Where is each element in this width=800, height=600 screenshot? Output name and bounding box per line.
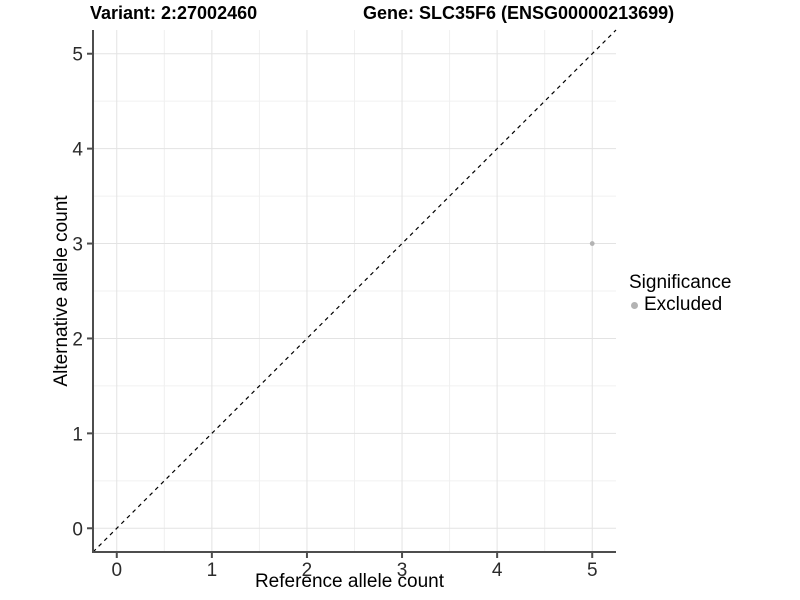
y-tick-label: 5 — [72, 45, 83, 66]
y-tick-label: 3 — [72, 235, 83, 256]
y-tick-label: 4 — [72, 140, 83, 161]
data-point — [589, 241, 595, 246]
y-tick-label: 0 — [72, 519, 83, 540]
x-tick-label: 5 — [587, 560, 598, 581]
variant-title: Variant: 2:27002460 — [90, 3, 258, 23]
legend-item-label: Excluded — [644, 294, 723, 315]
y-tick-label: 1 — [72, 424, 83, 445]
identity-line — [92, 29, 617, 553]
x-tick-label: 2 — [302, 560, 313, 581]
excluded-point-icon — [631, 301, 638, 309]
legend-title: Significance — [629, 272, 732, 293]
y-axis-label: Alternative allele count — [51, 195, 72, 387]
legend-item-excluded: Excluded — [629, 295, 731, 315]
legend: Significance Excluded — [629, 272, 731, 315]
x-tick-label: 3 — [397, 560, 408, 581]
gene-title: Gene: SLC35F6 (ENSG00000213699) — [363, 3, 675, 23]
x-tick-label: 1 — [207, 560, 218, 581]
y-tick-label: 2 — [72, 329, 83, 350]
x-tick-label: 4 — [492, 560, 503, 581]
x-axis-label: Reference allele count — [254, 571, 445, 592]
x-tick-label: 0 — [111, 560, 122, 581]
